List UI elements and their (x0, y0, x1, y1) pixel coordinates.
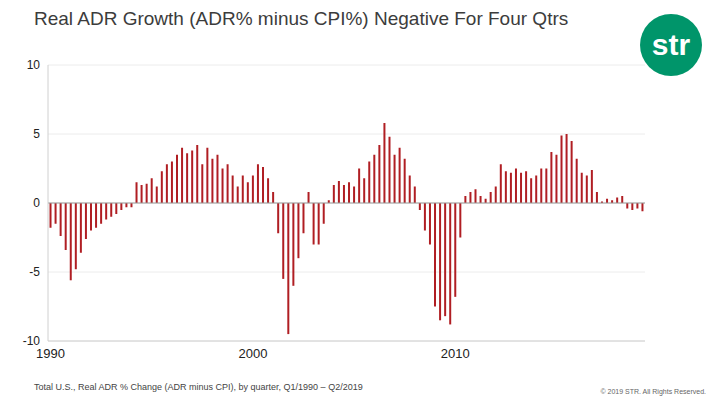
svg-text:5: 5 (33, 127, 40, 141)
svg-text:0: 0 (33, 196, 40, 210)
svg-text:2010: 2010 (441, 346, 470, 361)
svg-text:-5: -5 (29, 265, 40, 279)
html-text:str: str (651, 28, 691, 61)
svg-text:1990: 1990 (36, 346, 65, 361)
html-text:© 2019 STR. All Rights Reserve: © 2019 STR. All Rights Reserved. (600, 388, 706, 395)
svg-text:2000: 2000 (238, 346, 267, 361)
html-text:Real ADR Growth (ADR% minus CP: Real ADR Growth (ADR% minus CPI%) Negati… (34, 8, 569, 29)
svg-text:-10: -10 (23, 334, 41, 348)
svg-text:10: 10 (27, 58, 41, 72)
html-text:Total U.S., Real ADR % Change: Total U.S., Real ADR % Change (ADR minus… (34, 382, 363, 392)
